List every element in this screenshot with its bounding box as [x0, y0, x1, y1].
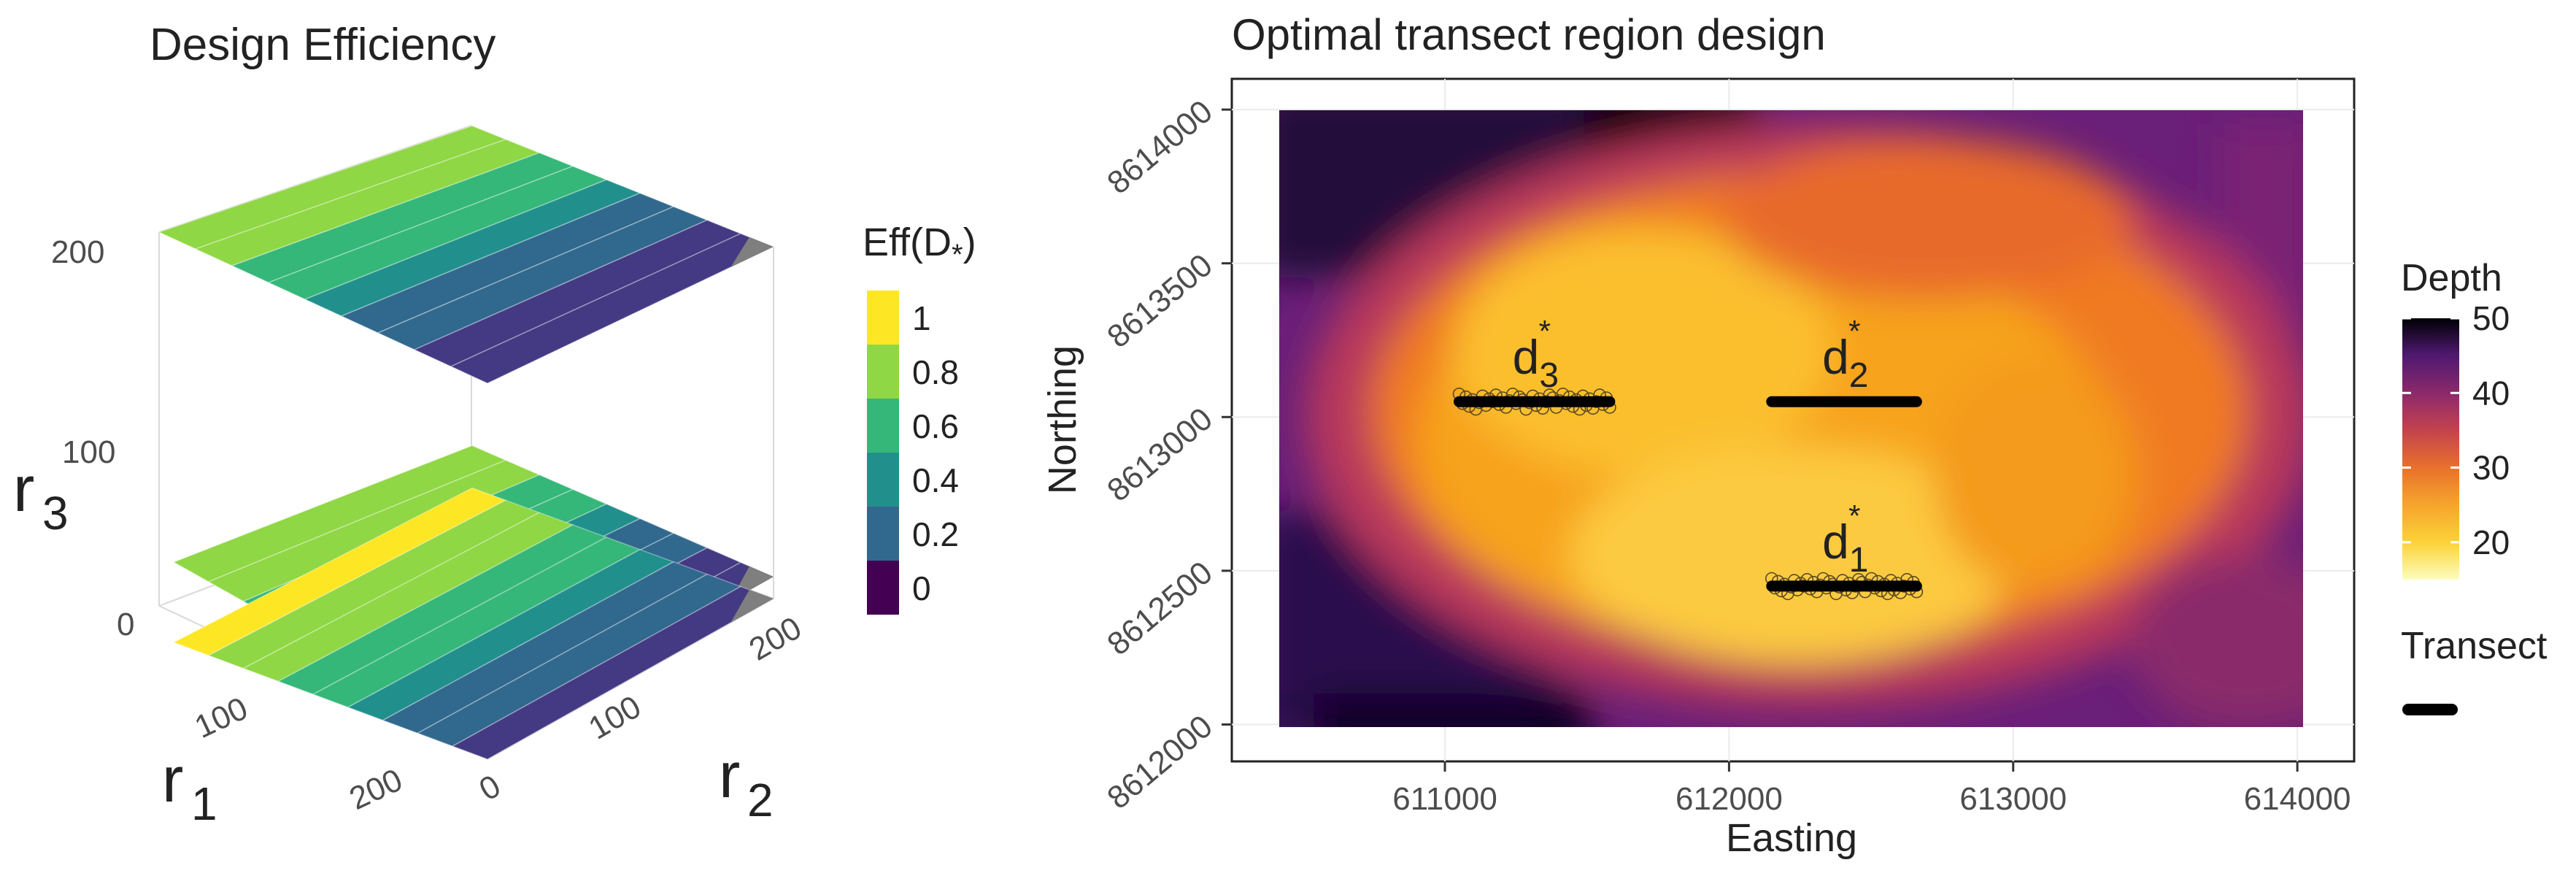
y-tick-0: 0: [474, 768, 507, 808]
right-chart-title: Optimal transect region design: [1232, 10, 1826, 59]
efficiency-legend-title: Eff(D*): [863, 220, 976, 271]
northing-label: Northing: [1041, 345, 1084, 494]
surfaces: [157, 125, 775, 760]
shelf-e: [1934, 358, 2138, 591]
depth-colorbar: [2402, 318, 2459, 580]
surface-rim: [730, 589, 774, 623]
efficiency-legend: Eff(D*) 1 0.8 0.6 0.4 0.2 0: [863, 220, 976, 615]
transect-d1: d1*: [1765, 499, 1924, 601]
transect-legend-title: Transect: [2401, 625, 2548, 667]
easting-label: Easting: [1726, 816, 1857, 860]
transect-label-sup: *: [1848, 314, 1860, 348]
efficiency-key-0: [867, 561, 899, 615]
depth-legend: Depth 50 40 30 20 Transect: [2401, 257, 2548, 715]
transects: d1*d2*d3*: [1452, 314, 1924, 601]
x-axis-label-base: r: [162, 743, 183, 815]
northing-tick-label: 8614000: [1100, 93, 1219, 201]
northing-tick-label: 8613500: [1100, 247, 1219, 355]
efficiency-key-label: 1: [912, 299, 931, 337]
depth-key-label: 40: [2472, 374, 2510, 412]
z-axis-label-subscript: 3: [42, 487, 69, 539]
legend-title-close: ): [963, 220, 976, 264]
x-axis-label-subscript: 1: [191, 777, 217, 830]
northing-tick-label: 8612000: [1100, 708, 1219, 816]
efficiency-key-0.4: [867, 453, 899, 507]
depth-key-label: 50: [2472, 299, 2510, 337]
efficiency-key-label: 0: [912, 569, 931, 607]
y-axis-label-subscript: 2: [747, 774, 774, 826]
transect-heatmap-chart: Optimal transect region design: [1041, 10, 2548, 860]
x-tick-100: 100: [190, 691, 253, 745]
efficiency-legend-keys: 1 0.8 0.6 0.4 0.2 0: [867, 291, 959, 615]
ridge-n: [1722, 139, 2131, 299]
depth-legend-title: Depth: [2401, 257, 2502, 299]
efficiency-key-1: [867, 291, 899, 345]
easting-tick-label: 613000: [1959, 781, 2067, 817]
deep-s: [1314, 694, 1591, 727]
y-tick-200: 200: [744, 610, 808, 668]
easting-tick-label: 614000: [2244, 781, 2351, 817]
efficiency-key-label: 0.8: [912, 353, 959, 391]
efficiency-3d-chart: Design Efficiency 200 100 0 100 200 0 10…: [13, 20, 976, 830]
left-chart-title: Design Efficiency: [150, 20, 495, 70]
northing-ticks: 8612000 8612500 8613000 8613500 8614000: [1100, 93, 1219, 816]
depth-key-label: 30: [2472, 449, 2510, 487]
efficiency-key-label: 0.6: [912, 407, 959, 445]
legend-title-main: Eff(D: [863, 220, 952, 264]
easting-tick-label: 611000: [1392, 781, 1497, 817]
tick-marks: [1222, 108, 2299, 772]
northing-tick-label: 8613000: [1100, 401, 1219, 509]
transect-label: d2: [1822, 330, 1868, 395]
efficiency-key-label: 0.4: [912, 461, 959, 499]
legend-title-subscript: *: [952, 239, 963, 271]
depth-key-label: 20: [2472, 523, 2510, 561]
z-tick-100: 100: [62, 434, 115, 470]
transect-label-sup: *: [1848, 499, 1860, 533]
depth-fields: [1279, 110, 2303, 727]
efficiency-key-0.8: [867, 345, 899, 399]
surface-r3-0: [172, 487, 775, 760]
y-axis-label: r 2: [719, 739, 774, 826]
depth-legend-keys: 50 40 30 20: [2402, 299, 2510, 561]
shallow-b: [1569, 445, 2021, 664]
northing-tick-label: 8612500: [1100, 555, 1219, 663]
z-axis-ticks: 200 100 0: [51, 234, 134, 642]
transect-label: d3: [1513, 330, 1559, 395]
z-axis-label: r 3: [13, 453, 69, 539]
x-tick-200: 200: [344, 762, 408, 817]
transect-label: d1: [1822, 515, 1868, 580]
surface-r3-200: [157, 125, 775, 384]
transect-d2: d2*: [1766, 314, 1922, 407]
z-axis-label-base: r: [13, 453, 34, 525]
z-tick-0: 0: [117, 607, 134, 642]
easting-tick-label: 612000: [1675, 781, 1783, 817]
depth-raster: [1279, 110, 2303, 727]
transect-label-sup: *: [1539, 314, 1551, 348]
box-edge: [158, 125, 472, 233]
x-axis-label: r 1: [162, 743, 217, 830]
surface-rim: [730, 237, 774, 268]
deep-se: [2131, 555, 2303, 727]
efficiency-key-label: 0.2: [912, 515, 959, 553]
easting-ticks: 611000 612000 613000 614000: [1392, 781, 2351, 817]
efficiency-key-0.2: [867, 507, 899, 561]
transect-d3: d3*: [1452, 314, 1616, 416]
efficiency-key-0.6: [867, 399, 899, 453]
z-tick-200: 200: [51, 234, 104, 270]
y-axis-label-base: r: [719, 739, 740, 811]
